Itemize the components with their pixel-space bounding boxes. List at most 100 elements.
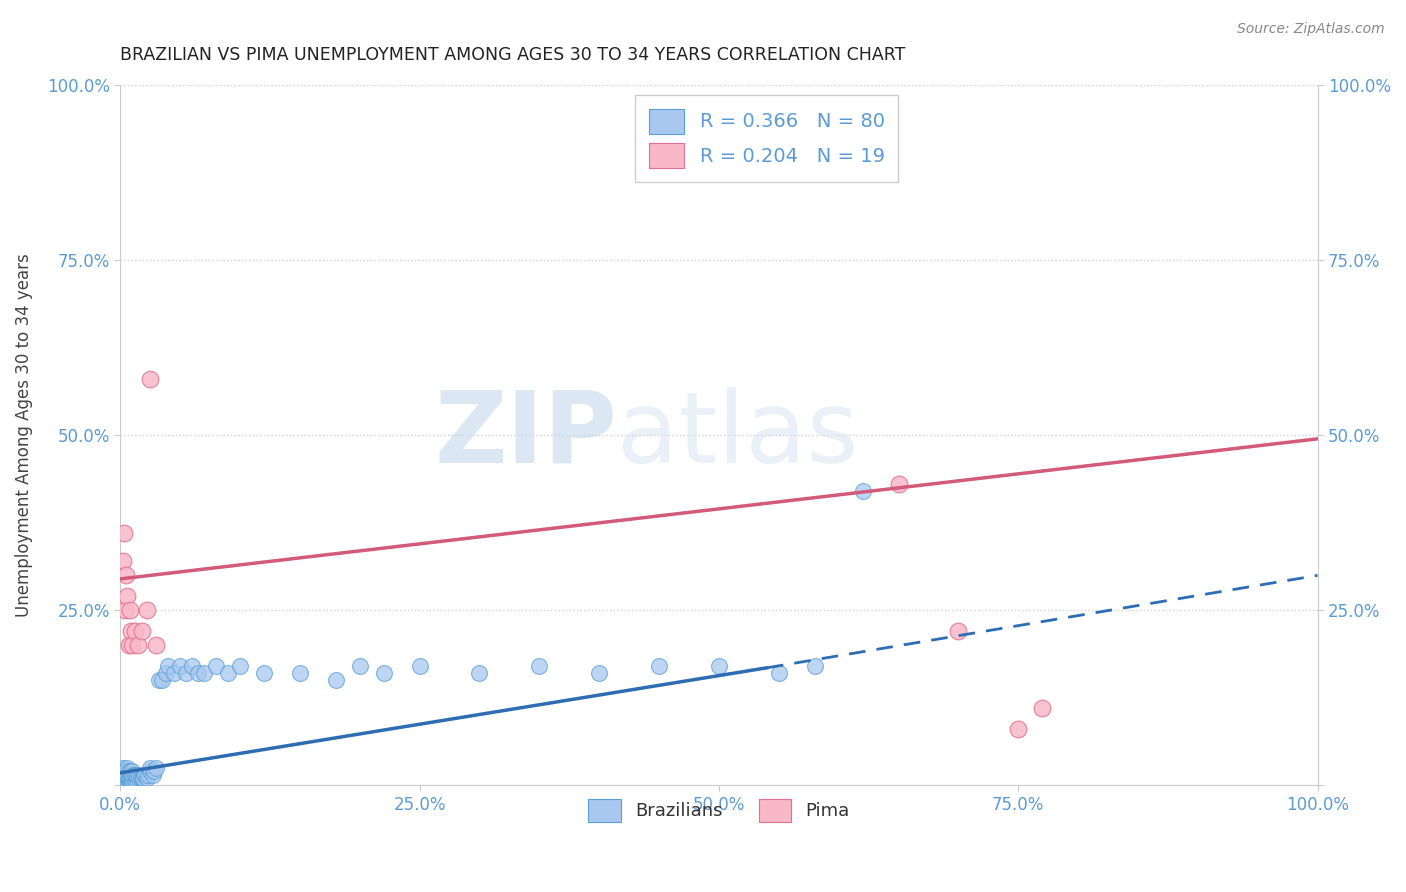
Point bbox=[142, 768, 165, 782]
Point bbox=[117, 590, 139, 604]
Point bbox=[145, 639, 167, 653]
Point bbox=[118, 639, 141, 653]
Point bbox=[121, 772, 143, 786]
Point bbox=[135, 772, 157, 786]
Legend: Brazilians, Pima: Brazilians, Pima bbox=[581, 791, 858, 829]
Text: BRAZILIAN VS PIMA UNEMPLOYMENT AMONG AGES 30 TO 34 YEARS CORRELATION CHART: BRAZILIAN VS PIMA UNEMPLOYMENT AMONG AGE… bbox=[121, 46, 905, 64]
Point bbox=[120, 624, 142, 639]
Point bbox=[169, 659, 191, 673]
Point bbox=[111, 761, 134, 775]
Point bbox=[112, 526, 135, 541]
Point bbox=[128, 772, 150, 786]
Point bbox=[111, 764, 134, 779]
Point bbox=[408, 659, 430, 673]
Point bbox=[468, 666, 491, 681]
Point bbox=[174, 666, 197, 681]
Point bbox=[115, 775, 138, 789]
Point bbox=[1031, 701, 1053, 715]
Point bbox=[117, 772, 139, 786]
Point bbox=[117, 761, 139, 775]
Point bbox=[114, 764, 136, 779]
Point bbox=[373, 666, 395, 681]
Point bbox=[125, 768, 148, 782]
Point bbox=[121, 764, 143, 779]
Point bbox=[115, 772, 138, 786]
Point bbox=[132, 772, 155, 786]
Text: atlas: atlas bbox=[617, 387, 859, 483]
Y-axis label: Unemployment Among Ages 30 to 34 years: Unemployment Among Ages 30 to 34 years bbox=[15, 253, 32, 617]
Point bbox=[588, 666, 610, 681]
Point bbox=[139, 761, 162, 775]
Point bbox=[124, 775, 146, 789]
Point bbox=[117, 768, 139, 782]
Point bbox=[125, 775, 148, 789]
Point bbox=[122, 768, 145, 782]
Point bbox=[115, 768, 138, 782]
Point bbox=[288, 666, 311, 681]
Point bbox=[142, 764, 165, 779]
Point bbox=[115, 568, 138, 582]
Point bbox=[118, 772, 141, 786]
Point bbox=[114, 772, 136, 787]
Point bbox=[349, 659, 371, 673]
Point bbox=[150, 673, 173, 688]
Point bbox=[122, 775, 145, 789]
Point bbox=[121, 775, 143, 789]
Point bbox=[114, 603, 136, 617]
Point bbox=[134, 768, 156, 782]
Point bbox=[193, 666, 215, 681]
Point bbox=[145, 761, 167, 775]
Point bbox=[124, 768, 146, 782]
Text: ZIP: ZIP bbox=[434, 387, 617, 483]
Point bbox=[163, 666, 186, 681]
Point bbox=[187, 666, 209, 681]
Point bbox=[155, 666, 177, 681]
Point bbox=[118, 764, 141, 779]
Point bbox=[111, 554, 134, 568]
Point bbox=[529, 659, 551, 673]
Point bbox=[135, 603, 157, 617]
Point bbox=[125, 772, 148, 786]
Point bbox=[136, 768, 159, 782]
Point bbox=[127, 775, 149, 789]
Point bbox=[121, 639, 143, 653]
Point bbox=[120, 775, 142, 789]
Point bbox=[134, 768, 156, 782]
Point bbox=[948, 624, 970, 639]
Point bbox=[120, 768, 142, 782]
Point bbox=[131, 624, 153, 639]
Point bbox=[157, 659, 180, 673]
Point bbox=[127, 639, 149, 653]
Point bbox=[181, 659, 204, 673]
Point bbox=[117, 775, 139, 789]
Point bbox=[148, 673, 170, 688]
Point bbox=[127, 768, 149, 782]
Point bbox=[115, 764, 138, 779]
Point bbox=[253, 666, 276, 681]
Point bbox=[707, 659, 730, 673]
Point bbox=[124, 624, 146, 639]
Point bbox=[217, 666, 239, 681]
Point bbox=[768, 666, 790, 681]
Point bbox=[111, 768, 134, 782]
Text: Source: ZipAtlas.com: Source: ZipAtlas.com bbox=[1237, 22, 1385, 37]
Point bbox=[110, 764, 132, 779]
Point bbox=[112, 764, 135, 779]
Point bbox=[131, 772, 153, 786]
Point bbox=[803, 659, 825, 673]
Point bbox=[139, 764, 162, 779]
Point bbox=[112, 768, 135, 782]
Point bbox=[118, 775, 141, 789]
Point bbox=[325, 673, 347, 688]
Point bbox=[205, 659, 228, 673]
Point bbox=[118, 772, 141, 786]
Point bbox=[118, 764, 141, 779]
Point bbox=[887, 477, 910, 491]
Point bbox=[112, 772, 135, 786]
Point bbox=[229, 659, 252, 673]
Point bbox=[110, 772, 132, 786]
Point bbox=[648, 659, 671, 673]
Point bbox=[112, 775, 135, 789]
Point bbox=[1007, 723, 1029, 737]
Point bbox=[118, 603, 141, 617]
